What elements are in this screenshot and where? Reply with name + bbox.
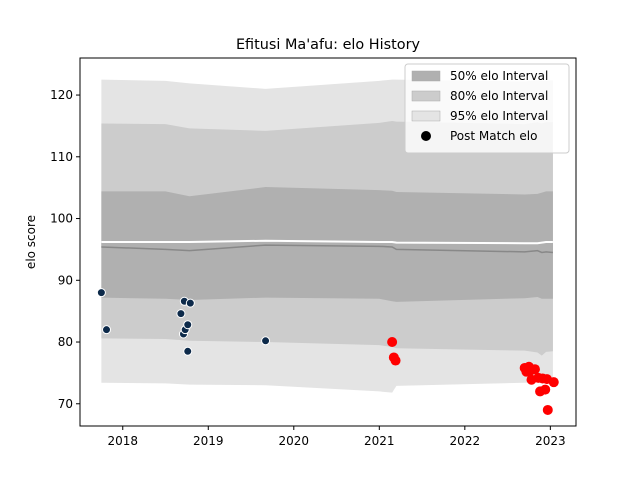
legend-label: 50% elo Interval (450, 69, 548, 83)
legend-label: 95% elo Interval (450, 109, 548, 123)
data-point-early (261, 336, 271, 346)
mean-elo-line (101, 244, 553, 254)
data-point-early (96, 288, 106, 298)
plot-frame (79, 57, 577, 427)
data-point-early (183, 320, 193, 330)
data-point-late (540, 384, 551, 395)
x-tick-label: 2018 (107, 434, 138, 448)
legend: 50% elo Interval 80% elo Interval 95% elo … (404, 63, 570, 154)
y-axis: 70 80 90 100 110 120 (50, 88, 80, 411)
legend-label: Post Match elo (450, 129, 537, 143)
x-tick-label: 2023 (535, 434, 566, 448)
y-tick-label: 80 (58, 335, 73, 349)
data-point-early (176, 309, 186, 319)
x-tick-label: 2019 (193, 434, 224, 448)
data-point-late (542, 404, 553, 415)
y-tick-label: 120 (50, 88, 73, 102)
x-tick-label: 2022 (450, 434, 481, 448)
legend-marker (421, 131, 431, 141)
y-tick-label: 100 (50, 212, 73, 226)
legend-swatch (411, 70, 441, 82)
legend-swatch (411, 90, 441, 102)
y-tick-label: 90 (58, 273, 73, 287)
data-point-late (529, 364, 540, 375)
x-axis: 2018 2019 2020 2021 2022 2023 (107, 426, 566, 448)
chart-title: Efitusi Ma'afu: elo History (236, 37, 421, 53)
legend-box (404, 63, 570, 154)
data-point-late (390, 355, 401, 366)
data-point-early (183, 346, 193, 356)
legend-swatch (411, 110, 441, 122)
upper-mean-line (101, 239, 553, 245)
data-point-early (185, 298, 195, 308)
x-tick-label: 2021 (364, 434, 395, 448)
legend-label: 80% elo Interval (450, 89, 548, 103)
data-point-late (387, 337, 398, 348)
data-point-late (548, 377, 559, 388)
plot-area (96, 79, 559, 415)
x-tick-label: 2020 (279, 434, 310, 448)
y-axis-label: elo score (24, 215, 38, 269)
y-tick-label: 70 (58, 397, 73, 411)
y-tick-label: 110 (50, 150, 73, 164)
data-point-early (102, 325, 112, 335)
